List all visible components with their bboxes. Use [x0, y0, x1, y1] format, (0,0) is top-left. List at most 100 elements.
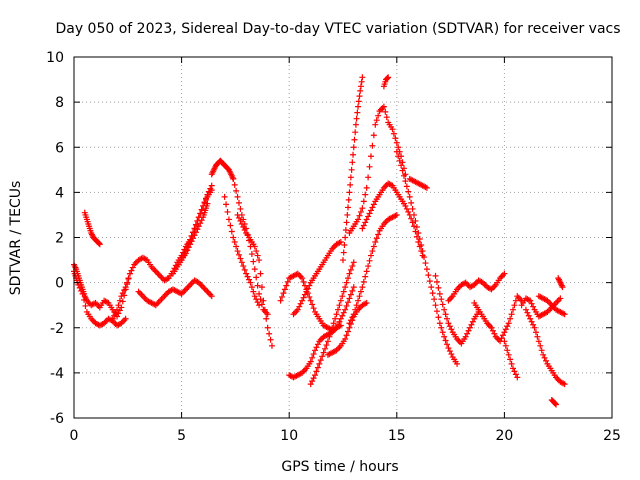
- data-point: [343, 332, 350, 339]
- data-point: [465, 327, 472, 334]
- x-tick-label: 20: [495, 428, 513, 444]
- data-point: [511, 368, 518, 375]
- data-point: [347, 181, 354, 188]
- data-point: [264, 324, 271, 331]
- data-point: [535, 338, 542, 345]
- data-point: [380, 103, 387, 110]
- data-point: [411, 211, 418, 218]
- data-point: [342, 284, 349, 291]
- data-point: [351, 136, 358, 143]
- data-point: [346, 270, 353, 277]
- data-point: [342, 234, 349, 241]
- data-point: [224, 208, 231, 215]
- data-point: [114, 313, 121, 320]
- data-point: [230, 234, 237, 241]
- data-point: [334, 321, 341, 328]
- data-point: [349, 159, 356, 166]
- data-point: [342, 226, 349, 233]
- data-point: [301, 291, 308, 298]
- data-point: [109, 315, 116, 322]
- data-point: [258, 284, 265, 291]
- data-point: [527, 315, 534, 322]
- data-point: [428, 284, 435, 291]
- data-point: [194, 217, 201, 224]
- data-point: [198, 217, 205, 224]
- data-point: [355, 103, 362, 110]
- data-point: [363, 299, 370, 306]
- data-point: [530, 321, 537, 328]
- series-arc15: [307, 259, 357, 388]
- data-point: [534, 333, 541, 340]
- data-point: [522, 306, 529, 313]
- data-point: [227, 222, 234, 229]
- data-point: [403, 183, 410, 190]
- data-point: [334, 306, 341, 313]
- data-point: [244, 273, 251, 280]
- data-point: [425, 272, 432, 279]
- data-point: [230, 175, 237, 182]
- data-point: [340, 249, 347, 256]
- data-point: [448, 326, 455, 333]
- data-point: [499, 332, 506, 339]
- series-arc8: [208, 157, 237, 182]
- x-tick-label: 25: [603, 428, 621, 444]
- data-point: [363, 216, 370, 223]
- data-point: [355, 98, 362, 105]
- data-point: [345, 196, 352, 203]
- data-point: [266, 330, 273, 337]
- data-point: [188, 232, 195, 239]
- data-point: [204, 200, 211, 207]
- y-tick-label: -2: [50, 321, 64, 337]
- data-point: [241, 226, 248, 233]
- data-point: [358, 78, 365, 85]
- data-point: [445, 345, 452, 352]
- data-point: [504, 323, 511, 330]
- data-point: [348, 166, 355, 173]
- data-point: [256, 290, 263, 297]
- data-point: [339, 293, 346, 300]
- data-point: [180, 254, 187, 261]
- data-point: [559, 284, 566, 291]
- data-point: [454, 360, 461, 367]
- data-point: [366, 163, 373, 170]
- data-point: [333, 311, 340, 318]
- data-point: [343, 302, 350, 309]
- data-point: [375, 231, 382, 238]
- data-point: [327, 329, 334, 336]
- data-point: [116, 307, 123, 314]
- y-tick-label: 6: [55, 140, 64, 156]
- data-point: [363, 184, 370, 191]
- data-point: [466, 324, 473, 331]
- data-point: [332, 315, 339, 322]
- data-point: [313, 368, 320, 375]
- data-point: [393, 211, 400, 218]
- data-point: [346, 320, 353, 327]
- data-point: [248, 251, 255, 258]
- data-point: [362, 273, 369, 280]
- data-point: [362, 219, 369, 226]
- series-arc28: [522, 306, 568, 388]
- data-point: [241, 266, 248, 273]
- data-point: [306, 293, 313, 300]
- data-point: [323, 342, 330, 349]
- y-tick-label: -6: [50, 411, 64, 427]
- data-point: [319, 353, 326, 360]
- data-point: [340, 309, 347, 316]
- data-point: [392, 135, 399, 142]
- data-point: [267, 336, 274, 343]
- data-point: [121, 287, 128, 294]
- data-point: [352, 306, 359, 313]
- data-point: [373, 235, 380, 242]
- data-point: [264, 311, 271, 318]
- data-point: [237, 205, 244, 212]
- data-point: [119, 298, 126, 305]
- data-point: [512, 297, 519, 304]
- data-point: [501, 329, 508, 336]
- data-point: [357, 87, 364, 94]
- data-point: [254, 252, 261, 259]
- y-tick-label: 10: [46, 50, 64, 66]
- data-point: [281, 286, 288, 293]
- data-point: [369, 142, 376, 149]
- data-point: [436, 290, 443, 297]
- data-point: [488, 324, 495, 331]
